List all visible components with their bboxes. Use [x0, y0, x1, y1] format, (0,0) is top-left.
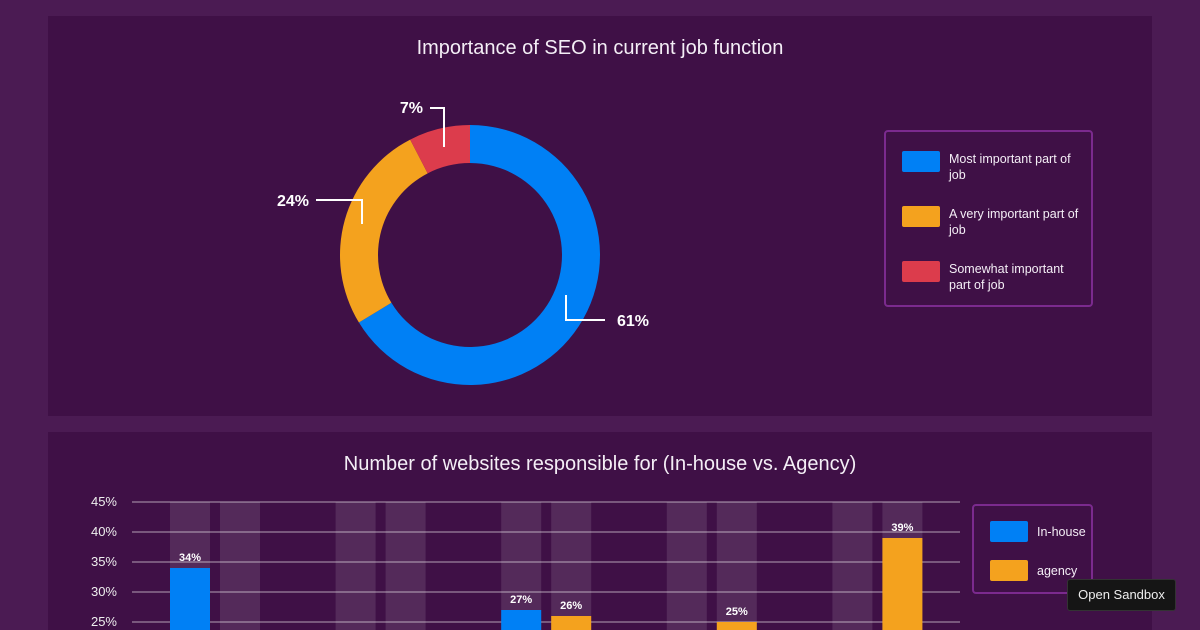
chart-title: Importance of SEO in current job functio…	[416, 37, 784, 59]
legend-swatch	[990, 521, 1028, 542]
bar-background	[832, 502, 873, 630]
legend-swatch	[902, 261, 940, 282]
data-label: 61%	[617, 313, 649, 330]
data-label: 27%	[510, 594, 532, 606]
y-tick-label: 45%	[91, 494, 117, 509]
legend-swatch	[990, 560, 1028, 581]
donut-slice	[340, 139, 428, 323]
bar-background	[716, 502, 757, 630]
y-tick-label: 25%	[91, 614, 117, 629]
legend-swatch	[902, 151, 940, 172]
bar-background	[220, 502, 260, 630]
bar-legend: In-house agency	[972, 504, 1093, 594]
data-label: 24%	[277, 193, 309, 210]
bar-background	[385, 502, 426, 630]
donut-legend: Most important part of job A very import…	[884, 130, 1093, 307]
bar-chart-panel: Number of websites responsible for (In-h…	[48, 432, 1152, 630]
legend-item-most-important[interactable]: Most important part of job	[902, 151, 1079, 183]
chart-title: Number of websites responsible for (In-h…	[343, 453, 857, 475]
open-sandbox-button[interactable]: Open Sandbox	[1067, 579, 1176, 611]
legend-item-somewhat-important[interactable]: Somewhat important part of job	[902, 261, 1079, 293]
bar-background	[335, 502, 376, 630]
legend-item-in-house[interactable]: In-house	[990, 521, 1086, 542]
bar-in-house	[170, 568, 210, 630]
legend-label: In-house	[1037, 524, 1086, 539]
data-label: 39%	[891, 522, 913, 534]
bar-agency	[551, 616, 592, 630]
y-tick-label: 35%	[91, 554, 117, 569]
donut-slice	[410, 125, 470, 174]
callout-line	[316, 199, 363, 224]
callout-line	[430, 107, 445, 147]
bar-agency	[716, 622, 757, 630]
data-label: 26%	[560, 600, 582, 612]
bar-background	[666, 502, 707, 630]
donut-chart-panel: Importance of SEO in current job functio…	[48, 16, 1152, 416]
data-label: 7%	[400, 100, 423, 117]
legend-label: A very important part of job	[949, 207, 1079, 237]
bar-in-house	[501, 610, 542, 630]
bar-background	[501, 502, 542, 630]
bar-agency	[882, 538, 923, 630]
y-tick-label: 30%	[91, 584, 117, 599]
legend-swatch	[902, 206, 940, 227]
legend-label: agency	[1037, 563, 1078, 578]
bar-chart: 45% 40% 35% 30% 25% 34% 27% 26% 25% 39%	[91, 494, 960, 630]
y-tick-label: 40%	[91, 524, 117, 539]
bar-background	[551, 502, 592, 630]
callout-line	[565, 295, 605, 321]
data-label: 25%	[726, 606, 748, 618]
donut-chart: 61% 24% 7%	[277, 100, 649, 385]
donut-slice	[358, 125, 600, 385]
legend-label: Somewhat important part of job	[949, 262, 1064, 292]
legend-label: Most important part of job	[949, 152, 1071, 182]
legend-item-very-important[interactable]: A very important part of job	[902, 206, 1079, 238]
legend-item-agency[interactable]: agency	[990, 560, 1077, 581]
data-label: 34%	[179, 552, 201, 564]
